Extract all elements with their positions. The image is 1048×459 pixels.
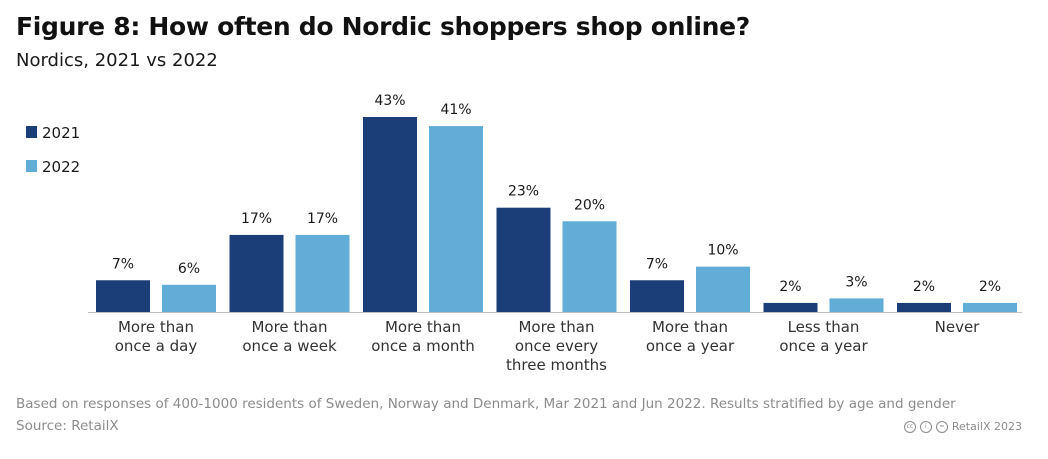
category-label-5-0: Less than — [788, 318, 860, 336]
category-label-1-0: More than — [251, 318, 327, 336]
data-label-2022-6: 2% — [979, 279, 1001, 295]
category-label-2-1: once a month — [371, 337, 475, 355]
category-label-3-0: More than — [518, 318, 594, 336]
legend-swatch-2022 — [26, 160, 37, 172]
footnote: Based on responses of 400-1000 residents… — [16, 396, 956, 412]
bar-2022-6 — [963, 302, 1017, 312]
category-label-4-0: More than — [652, 318, 728, 336]
bar-2021-4 — [630, 280, 684, 312]
category-label-0-1: once a day — [115, 337, 198, 355]
category-label-1-1: once a week — [242, 337, 337, 355]
legend-label-2022: 2022 — [42, 158, 80, 176]
bar-2022-0 — [162, 284, 216, 312]
bar-2022-3 — [562, 221, 617, 312]
data-label-2021-0: 7% — [112, 256, 134, 272]
category-label-3-2: three months — [506, 356, 607, 374]
category-label-2-0: More than — [385, 318, 461, 336]
data-label-2021-6: 2% — [913, 279, 935, 295]
data-label-2022-2: 41% — [440, 102, 471, 118]
by-icon: i — [919, 420, 932, 433]
data-label-2021-2: 43% — [374, 93, 405, 109]
credit-text: RetailX 2023 — [951, 420, 1022, 433]
data-label-2022-0: 6% — [178, 261, 200, 277]
bar-2021-1 — [229, 234, 284, 312]
credit: cc i = RetailX 2023 — [903, 420, 1022, 433]
data-label-2021-5: 2% — [779, 279, 801, 295]
data-label-2021-4: 7% — [646, 256, 668, 272]
chart-subtitle: Nordics, 2021 vs 2022 — [16, 50, 218, 71]
bar-2022-2 — [429, 126, 483, 313]
data-label-2022-3: 20% — [574, 197, 605, 213]
source-note: Source: RetailX — [16, 418, 119, 434]
data-label-2021-1: 17% — [241, 211, 272, 227]
bar-2022-1 — [295, 234, 350, 312]
bar-2021-3 — [496, 207, 551, 312]
legend-label-2021: 2021 — [42, 124, 80, 142]
data-label-2022-1: 17% — [307, 211, 338, 227]
bar-2022-5 — [829, 298, 884, 312]
category-label-0-0: More than — [118, 318, 194, 336]
category-label-5-1: once a year — [779, 337, 868, 355]
bar-2021-6 — [897, 302, 951, 312]
data-label-2022-5: 3% — [845, 274, 867, 290]
category-label-4-1: once a year — [646, 337, 735, 355]
nd-icon: = — [935, 420, 948, 433]
category-label-6-0: Never — [935, 318, 981, 336]
bar-2022-4 — [696, 266, 750, 312]
bar-2021-2 — [363, 117, 417, 312]
bar-2021-0 — [96, 280, 150, 312]
category-label-3-1: once every — [515, 337, 598, 355]
legend-swatch-2021 — [26, 126, 37, 138]
cc-icon: cc — [903, 420, 916, 433]
bar-2021-5 — [763, 302, 818, 312]
chart-title: Figure 8: How often do Nordic shoppers s… — [16, 12, 751, 41]
data-label-2021-3: 23% — [508, 184, 539, 200]
data-label-2022-4: 10% — [707, 243, 738, 259]
